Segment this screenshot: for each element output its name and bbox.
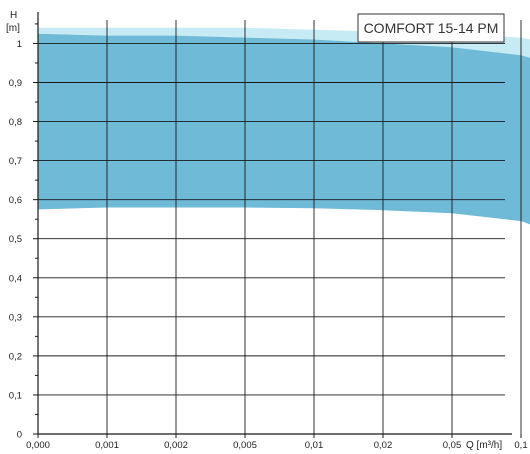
x-tick-label: 0,01: [305, 440, 324, 451]
x-tick-label: 0,005: [233, 440, 257, 451]
y-tick-label: 0,8: [9, 117, 22, 128]
x-tick-label: 0,002: [164, 440, 188, 451]
y-axis-unit: [m]: [6, 23, 20, 34]
chart-grid: [38, 20, 522, 434]
y-tick-label: 0,7: [9, 156, 22, 167]
y-tick-label: 0,5: [9, 234, 22, 245]
y-tick-label: 1: [17, 39, 22, 50]
model-name: COMFORT 15-14 PM: [364, 20, 499, 36]
y-axis-label: H: [10, 10, 17, 21]
y-tick-label: 0,2: [9, 351, 22, 362]
x-tick-label: 0,02: [374, 440, 393, 451]
x-axis-label: Q [m³/h]: [466, 440, 502, 451]
y-tick-labels: 0 0,1 0,2 0,3 0,4 0,5 0,6 0,7 0,8 0,9 1: [9, 39, 22, 441]
x-tick-label: 0,000: [26, 440, 50, 451]
y-tick-label: 0: [17, 430, 22, 441]
y-tick-label: 0,9: [9, 78, 22, 89]
x-tick-label: 0,1: [514, 440, 527, 451]
y-tick-label: 0,4: [9, 273, 22, 284]
inner-band-area: [38, 33, 530, 225]
x-tick-label: 0,001: [95, 440, 119, 451]
x-tick-label: 0,05: [443, 440, 462, 451]
y-tick-label: 0,1: [9, 390, 22, 401]
curve-bands: [38, 27, 530, 225]
model-name-frame: [357, 13, 505, 43]
y-tick-label: 0,6: [9, 195, 22, 206]
chart-axes: [33, 12, 522, 438]
y-tick-label: 0,3: [9, 312, 22, 323]
model-name-box: COMFORT 15-14 PM: [357, 13, 505, 43]
